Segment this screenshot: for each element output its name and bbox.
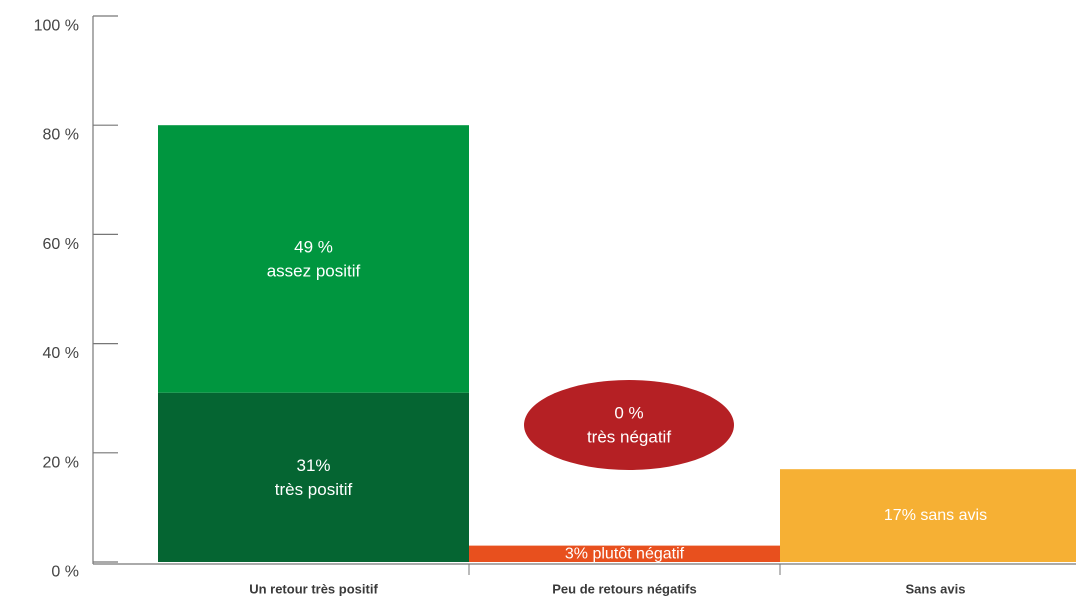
x-category-label: Un retour très positif <box>249 582 378 597</box>
callout-ellipse <box>524 380 734 470</box>
y-tick-label: 60 % <box>43 236 79 253</box>
bar-label: 3% plutôt négatif <box>565 545 685 562</box>
y-tick-label: 100 % <box>34 18 79 35</box>
bar-segment <box>158 125 469 393</box>
y-tick-label: 40 % <box>43 345 79 362</box>
callout-label: très négatif <box>587 427 671 446</box>
bar-label: 49 % <box>294 238 333 257</box>
bar-label: 17% sans avis <box>884 507 987 524</box>
y-tick-label: 0 % <box>51 564 79 581</box>
bar-label: assez positif <box>267 261 361 280</box>
bar-segment <box>469 545 780 562</box>
bar-segment <box>780 469 1076 562</box>
bar-segment <box>158 392 469 562</box>
bar-label: 31% <box>296 456 330 475</box>
y-tick-label: 20 % <box>43 454 79 471</box>
bar-label: très positif <box>275 480 353 499</box>
x-category-label: Peu de retours négatifs <box>552 582 696 597</box>
x-category-label: Sans avis <box>906 582 966 597</box>
y-tick-label: 80 % <box>43 127 79 144</box>
callout-label: 0 % <box>614 404 643 423</box>
